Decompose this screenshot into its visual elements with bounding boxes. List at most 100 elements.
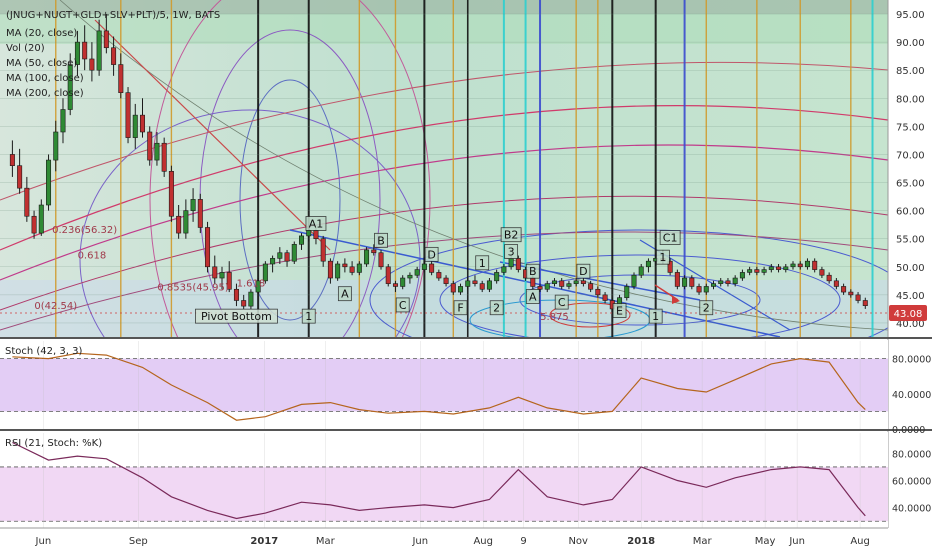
osc-tick-label: 40.0000 [892,504,931,515]
time-tick-label: 9 [520,536,526,547]
candle-body [407,274,413,279]
candle-body [862,300,868,306]
candle-body [82,41,88,60]
candle-body [291,244,297,262]
candle-body [848,291,854,296]
time-tick-label: 2018 [627,536,655,547]
price-tick-label: 45.00 [896,291,925,302]
candle-body [183,210,189,234]
osc-tick-label: 40.0000 [892,390,931,401]
candle-body [111,47,117,65]
annotation-box [699,300,714,316]
annotation-label: 2 [493,302,500,315]
candle-body [306,229,312,237]
price-tick-label: 55.00 [896,235,925,246]
annotation-box [576,263,591,279]
main-axis-bg [888,0,932,337]
osc-tick-label: 60.0000 [892,477,931,488]
candle-body [400,277,406,287]
candle-body [551,280,557,284]
annotation-box [301,308,316,324]
annotation-label: A1 [309,217,324,230]
annotation-box [656,249,670,265]
indicator-ma200: MA (200, close) [6,88,84,99]
annotation-box [337,286,352,302]
candle-body [248,291,254,307]
annotation-label: Pivot Bottom [201,310,272,323]
annotation-box [648,308,663,324]
candle-body [465,280,471,287]
candle-body [703,286,709,293]
candle-body [833,280,839,287]
annotation-box [612,303,627,318]
annotation-label: D [579,265,587,278]
candle-body [17,165,23,189]
candle-body [118,64,124,93]
annotation-label: C [399,299,407,312]
candle-body [284,252,290,262]
candle-body [190,199,196,211]
candle-body [588,283,594,290]
candle-body [60,109,66,133]
candle-body [429,263,435,273]
candle-body [38,204,44,234]
candle-body [176,215,182,234]
candle-body [364,249,370,265]
candle-body [804,260,810,268]
candle-body [392,283,398,287]
candle-body [689,277,695,287]
candle-body [53,131,59,161]
candle-body [826,274,832,282]
annotation-box [475,255,490,271]
annotation-box [305,216,327,231]
price-tag: 43.08 [889,305,927,321]
annotation-box [453,300,468,316]
price-tick-label: 95.00 [896,10,925,21]
time-tick-label: Nov [568,536,588,547]
annotation-box [504,244,519,259]
candle-body [219,272,225,279]
candle-body [212,266,218,279]
candle-body [696,286,702,293]
candle-body [494,272,500,282]
indicator-vol20: Vol (20) [6,43,45,54]
candle-body [580,280,586,284]
stoch-title: Stoch (42, 3, 3) [5,346,82,357]
candle-body [739,272,745,279]
candle-body [378,252,384,268]
annotation-box [525,289,540,304]
candle-body [573,280,579,284]
candle-body [559,280,565,287]
candle-body [645,260,651,268]
candle-body [96,30,102,71]
rsi-line [12,441,866,520]
annotation-box [489,300,504,316]
candle-body [790,263,796,268]
candle-body [754,269,760,273]
annotation-box [554,294,569,310]
price-tick-label: 85.00 [896,66,925,77]
time-tick-label: Jun [35,536,52,547]
candle-body [46,159,52,206]
candle-body [270,258,276,265]
annotation-label: 1 [659,251,666,264]
annotation-label: B [377,234,385,247]
candle-body [327,260,333,279]
candle-body [544,283,550,290]
candle-body [436,272,442,279]
candle-body [168,171,174,217]
price-tick-label: 60.00 [896,207,925,218]
candle-body [710,283,716,287]
annotation-label: 3 [508,246,515,259]
candle-body [530,277,536,287]
candle-body [631,274,637,287]
annotation-box [195,308,278,324]
candle-body [31,215,37,234]
candle-body [674,272,680,287]
candle-body [819,269,825,276]
candle-body [132,114,138,138]
annotation-box [395,297,410,313]
annotation-label: F [457,302,463,315]
candle-body [9,154,15,166]
annotation-label: B [529,265,537,278]
